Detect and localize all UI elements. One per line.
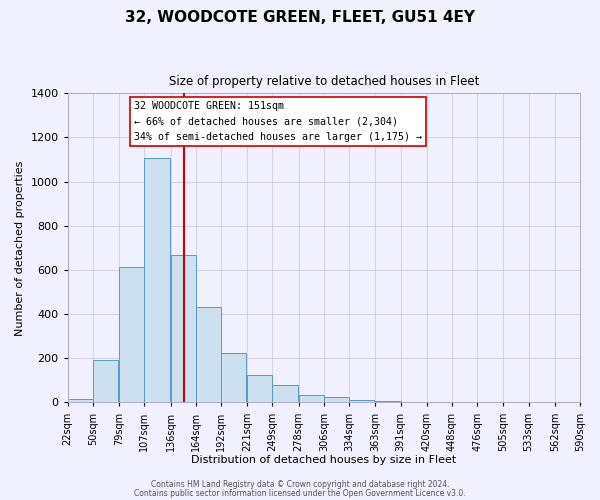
Bar xyxy=(119,266,145,402)
Bar xyxy=(349,400,374,402)
Bar xyxy=(170,254,196,402)
Bar xyxy=(93,360,118,403)
Bar xyxy=(299,394,324,402)
Bar xyxy=(68,399,93,402)
Title: Size of property relative to detached houses in Fleet: Size of property relative to detached ho… xyxy=(169,75,479,88)
Bar xyxy=(272,385,298,402)
Bar xyxy=(375,400,401,402)
Bar xyxy=(145,158,170,402)
Bar xyxy=(324,397,349,402)
Text: 32 WOODCOTE GREEN: 151sqm
← 66% of detached houses are smaller (2,304)
34% of se: 32 WOODCOTE GREEN: 151sqm ← 66% of detac… xyxy=(134,101,422,142)
Bar xyxy=(247,375,272,402)
Bar xyxy=(196,308,221,402)
X-axis label: Distribution of detached houses by size in Fleet: Distribution of detached houses by size … xyxy=(191,455,457,465)
Y-axis label: Number of detached properties: Number of detached properties xyxy=(15,160,25,336)
Text: Contains HM Land Registry data © Crown copyright and database right 2024.: Contains HM Land Registry data © Crown c… xyxy=(151,480,449,489)
Text: 32, WOODCOTE GREEN, FLEET, GU51 4EY: 32, WOODCOTE GREEN, FLEET, GU51 4EY xyxy=(125,10,475,25)
Bar xyxy=(221,353,246,403)
Text: Contains public sector information licensed under the Open Government Licence v3: Contains public sector information licen… xyxy=(134,488,466,498)
